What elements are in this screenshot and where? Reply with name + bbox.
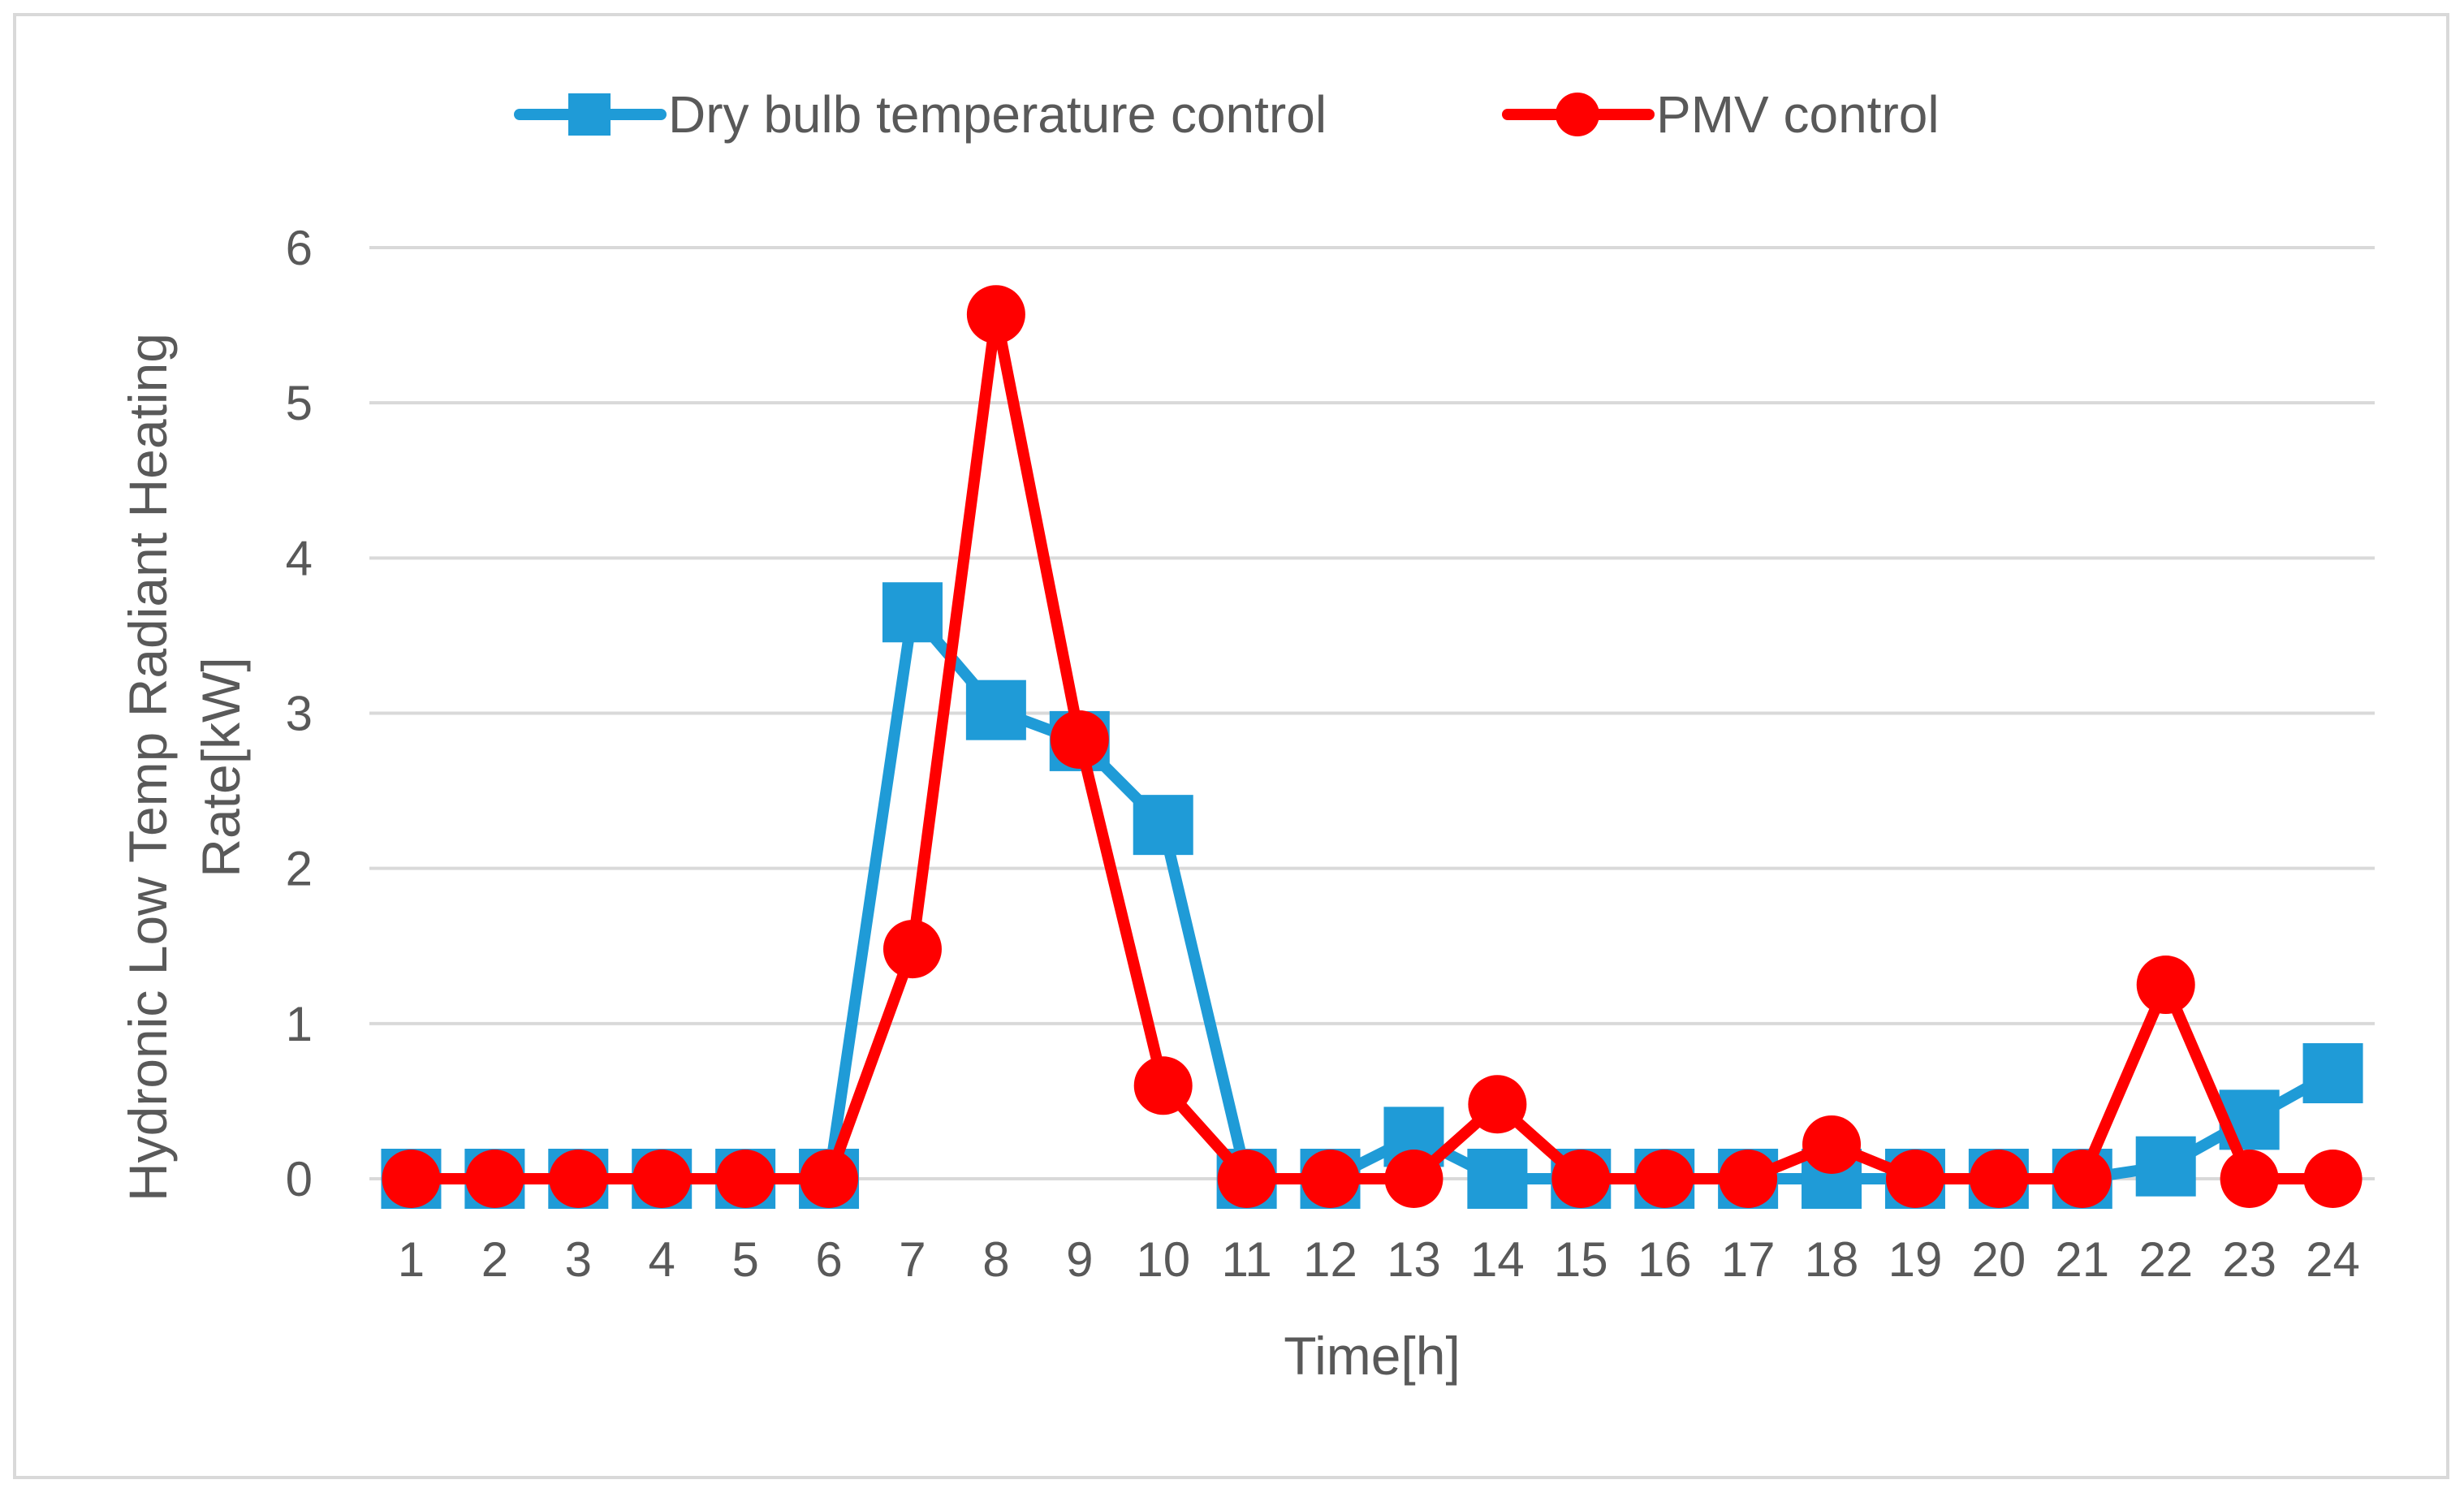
x-tick-label: 10	[1136, 1232, 1190, 1287]
data-point	[882, 920, 942, 979]
data-point	[1133, 795, 1193, 856]
data-point	[1802, 1115, 1862, 1174]
data-point	[1885, 1150, 1944, 1208]
y-axis-title-line-1: Hydronic Low Temp Radiant Heating	[118, 333, 178, 1201]
data-point	[1467, 1149, 1528, 1209]
y-axis-title-line-2: Rate[kW]	[191, 657, 251, 877]
legend-label-pmv: PMV control	[1656, 85, 1940, 144]
data-point	[382, 1150, 441, 1208]
x-tick-label: 15	[1554, 1232, 1608, 1287]
data-point	[1635, 1150, 1694, 1208]
y-tick-label: 2	[286, 842, 313, 896]
data-point	[2220, 1150, 2279, 1208]
x-tick-label: 12	[1303, 1232, 1357, 1287]
legend: Dry bulb temperature control PMV control	[514, 85, 1940, 144]
legend-label-dry-bulb: Dry bulb temperature control	[668, 85, 1327, 144]
legend-item-dry-bulb: Dry bulb temperature control	[514, 85, 1327, 144]
data-point	[882, 582, 943, 643]
data-point	[1719, 1150, 1778, 1208]
data-point	[965, 679, 1026, 740]
y-tick-label: 4	[286, 531, 313, 585]
series-line	[405, 308, 2339, 1184]
x-tick-label: 13	[1387, 1232, 1441, 1287]
x-tick-label: 24	[2306, 1232, 2360, 1287]
data-point	[1384, 1150, 1443, 1208]
x-tick-label: 23	[2222, 1232, 2276, 1287]
x-tick-label: 11	[1221, 1232, 1271, 1287]
data-point	[800, 1150, 859, 1208]
x-tick-label: 1	[398, 1232, 425, 1287]
y-tick-label: 1	[286, 997, 313, 1051]
gridlines	[369, 246, 2375, 1180]
legend-item-pmv: PMV control	[1502, 85, 1940, 144]
x-tick-label: 16	[1638, 1232, 1692, 1287]
x-tick-label: 14	[1470, 1232, 1525, 1287]
x-tick-label: 22	[2138, 1232, 2193, 1287]
x-tick-label: 17	[1721, 1232, 1776, 1287]
data-point	[1468, 1075, 1527, 1134]
x-tick-label: 3	[565, 1232, 592, 1287]
data-point	[2303, 1150, 2363, 1208]
chart-frame	[13, 13, 2449, 1479]
data-point	[632, 1150, 692, 1208]
data-point	[2302, 1043, 2363, 1104]
data-point	[966, 285, 1025, 344]
x-tick-label: 8	[982, 1232, 1009, 1287]
x-axis-title: Time[h]	[1284, 1326, 1461, 1386]
y-axis-title: Hydronic Low Temp Radiant Heating Rate[k…	[118, 333, 251, 1201]
y-tick-label: 0	[286, 1152, 313, 1206]
data-point	[465, 1150, 524, 1208]
data-point	[716, 1150, 775, 1208]
series-layer	[381, 285, 2363, 1209]
y-tick-label: 6	[286, 221, 313, 275]
y-tick-labels: 0 1 2 3 4 5 6	[286, 221, 313, 1206]
data-point	[2135, 1136, 2196, 1197]
data-point	[2052, 1150, 2112, 1208]
x-tick-label: 9	[1066, 1232, 1093, 1287]
legend-marker-circle	[1556, 93, 1599, 136]
x-tick-label: 21	[2055, 1232, 2109, 1287]
x-tick-label: 19	[1888, 1232, 1943, 1287]
x-tick-label: 5	[731, 1232, 758, 1287]
data-point	[1969, 1150, 2028, 1208]
y-tick-label: 3	[286, 687, 313, 741]
data-point	[549, 1150, 608, 1208]
x-tick-label: 4	[649, 1232, 675, 1287]
data-point	[1050, 710, 1109, 769]
series-dry-bulb	[381, 582, 2363, 1209]
data-point	[1217, 1150, 1276, 1208]
data-point	[2136, 956, 2195, 1015]
data-point	[1551, 1150, 1611, 1208]
x-tick-label: 2	[481, 1232, 508, 1287]
data-point	[1133, 1056, 1193, 1115]
series-pmv	[382, 285, 2363, 1208]
series-line	[405, 606, 2339, 1184]
x-tick-label: 6	[815, 1232, 842, 1287]
x-tick-label: 7	[899, 1232, 926, 1287]
x-tick-label: 20	[1972, 1232, 2026, 1287]
x-tick-labels: 1 2 3 4 5 6 7 8 9 10 11 12 13 14 15 16 17 18 19 20 21 22 23 24	[398, 1232, 2360, 1287]
legend-marker-square	[568, 93, 611, 136]
data-point	[1301, 1150, 1360, 1208]
y-tick-label: 5	[286, 376, 313, 430]
x-tick-label: 18	[1805, 1232, 1859, 1287]
